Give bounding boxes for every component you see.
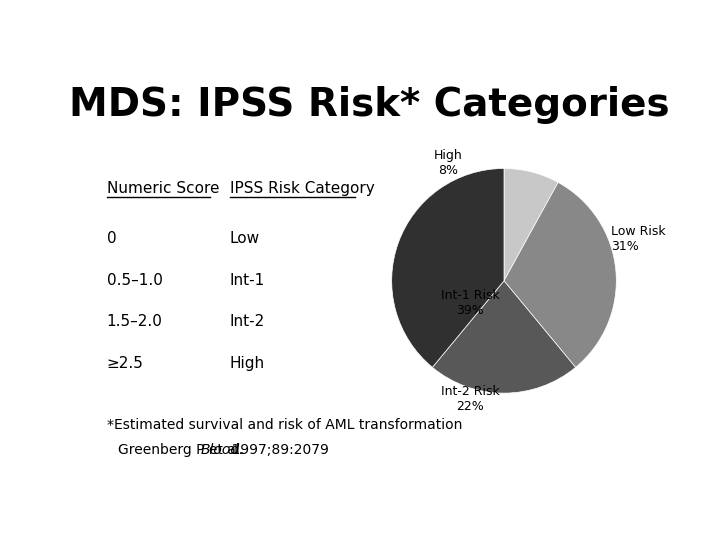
Text: MDS: IPSS Risk* Categories: MDS: IPSS Risk* Categories <box>68 85 670 124</box>
Wedge shape <box>504 183 616 367</box>
Text: Blood.: Blood. <box>200 443 244 457</box>
Text: Int-1 Risk
39%: Int-1 Risk 39% <box>441 289 500 318</box>
Text: 0.5–1.0: 0.5–1.0 <box>107 273 163 288</box>
Wedge shape <box>392 168 504 367</box>
Text: High
8%: High 8% <box>433 149 462 177</box>
Text: Greenberg P et al.: Greenberg P et al. <box>118 443 248 457</box>
Text: IPSS Risk Category: IPSS Risk Category <box>230 181 374 196</box>
Text: 1.5–2.0: 1.5–2.0 <box>107 314 163 329</box>
Wedge shape <box>433 281 575 393</box>
Text: *Estimated survival and risk of AML transformation: *Estimated survival and risk of AML tran… <box>107 418 462 432</box>
Text: Int-1: Int-1 <box>230 273 265 288</box>
Text: Numeric Score: Numeric Score <box>107 181 220 196</box>
Text: 0: 0 <box>107 231 117 246</box>
Wedge shape <box>504 168 558 281</box>
Text: Low: Low <box>230 231 260 246</box>
Text: Int-2 Risk
22%: Int-2 Risk 22% <box>441 384 500 413</box>
Text: ≥2.5: ≥2.5 <box>107 356 143 371</box>
Text: High: High <box>230 356 265 371</box>
Text: 1997;89:2079: 1997;89:2079 <box>228 443 329 457</box>
Text: Int-2: Int-2 <box>230 314 265 329</box>
Text: Low Risk
31%: Low Risk 31% <box>611 225 665 253</box>
